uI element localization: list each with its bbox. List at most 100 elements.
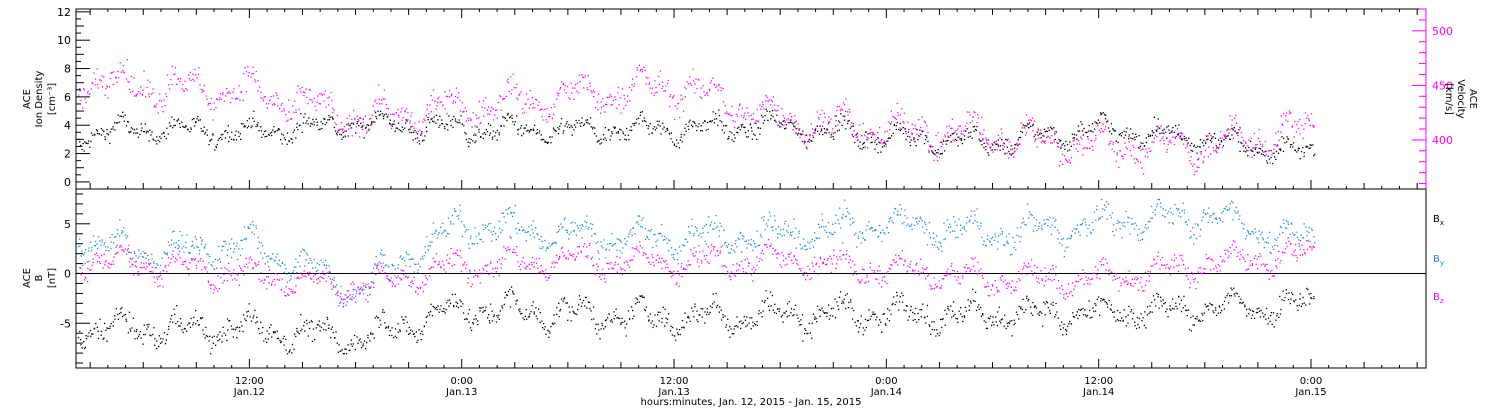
density-point [371,122,373,125]
density-point [1297,147,1299,149]
density-point [791,121,793,124]
bx-point [117,313,119,316]
by-point [236,258,239,261]
density-point [979,140,981,142]
bx-point [666,322,668,324]
velocity-point [1126,148,1128,150]
bx-point [365,348,367,350]
bx-point [459,299,461,301]
bx-point [1251,310,1254,312]
velocity-point [374,100,376,102]
bx-point [961,315,963,318]
density-point [439,115,441,117]
velocity-point [813,132,815,134]
density-point [388,122,391,124]
by-point [816,237,818,240]
density-point [792,123,794,125]
by-point [101,239,103,241]
velocity-point [921,116,923,118]
velocity-point [821,109,823,111]
by-point [938,248,940,250]
density-point [534,124,536,126]
density-point [86,142,88,144]
by-point [1036,230,1038,232]
by-point [815,237,817,239]
density-point [871,141,873,143]
velocity-point [142,89,144,91]
by-point [1124,226,1126,228]
velocity-point [775,110,777,112]
density-point [423,139,425,141]
bx-point [912,319,914,321]
by-point [291,271,294,274]
density-point [334,130,337,132]
density-point [222,133,224,136]
by-point [155,267,158,269]
velocity-point [1133,146,1135,149]
velocity-point [1029,127,1031,129]
velocity-point [617,92,619,94]
by-point [231,238,233,240]
by-point [981,236,983,238]
bx-point [1069,320,1071,323]
density-point [412,131,415,133]
velocity-point [234,98,236,100]
density-point [1307,146,1309,148]
by-point [125,237,128,239]
bx-point [186,330,188,332]
velocity-point [964,130,967,132]
bx-point [433,306,436,308]
by-point [575,234,578,236]
density-point [902,127,904,129]
by-point [253,233,255,235]
bx-point [438,311,440,313]
bx-point [132,317,134,319]
bx-point [1008,322,1010,324]
bx-point [1136,317,1139,319]
density-point [1270,156,1272,159]
by-point [976,221,978,223]
by-point [158,275,160,277]
density-point [759,133,761,135]
by-point [1033,217,1035,219]
bx-point [933,321,935,323]
bx-point [881,331,883,333]
velocity-point [780,126,782,128]
velocity-point [528,107,530,109]
density-point [252,117,254,119]
by-point [1133,228,1135,230]
by-point [674,249,676,251]
density-point [340,134,343,136]
bx-point [780,316,782,318]
velocity-point [180,77,182,80]
by-point [415,263,417,265]
bx-point [125,319,127,321]
bx-point [1196,318,1198,320]
by-point [780,229,782,231]
bx-point [338,344,340,346]
by-point [1144,223,1147,226]
density-point [1267,155,1269,157]
density-point [383,114,386,116]
velocity-point [559,88,561,90]
bx-point [103,337,105,339]
density-point [442,123,444,125]
bx-point [383,311,385,313]
bx-point [687,316,689,319]
velocity-point [640,68,642,71]
by-point [641,219,643,222]
density-point [737,131,739,134]
by-point [1066,238,1069,240]
density-point [1275,158,1277,160]
velocity-point [215,106,217,109]
by-point [547,246,549,248]
velocity-point [331,99,333,102]
velocity-point [492,119,495,121]
by-point [802,247,804,249]
density-point [672,141,674,143]
density-point [476,126,478,128]
velocity-point [614,96,616,98]
by-point [523,229,525,231]
by-point [129,251,131,253]
bx-point [1215,314,1218,316]
